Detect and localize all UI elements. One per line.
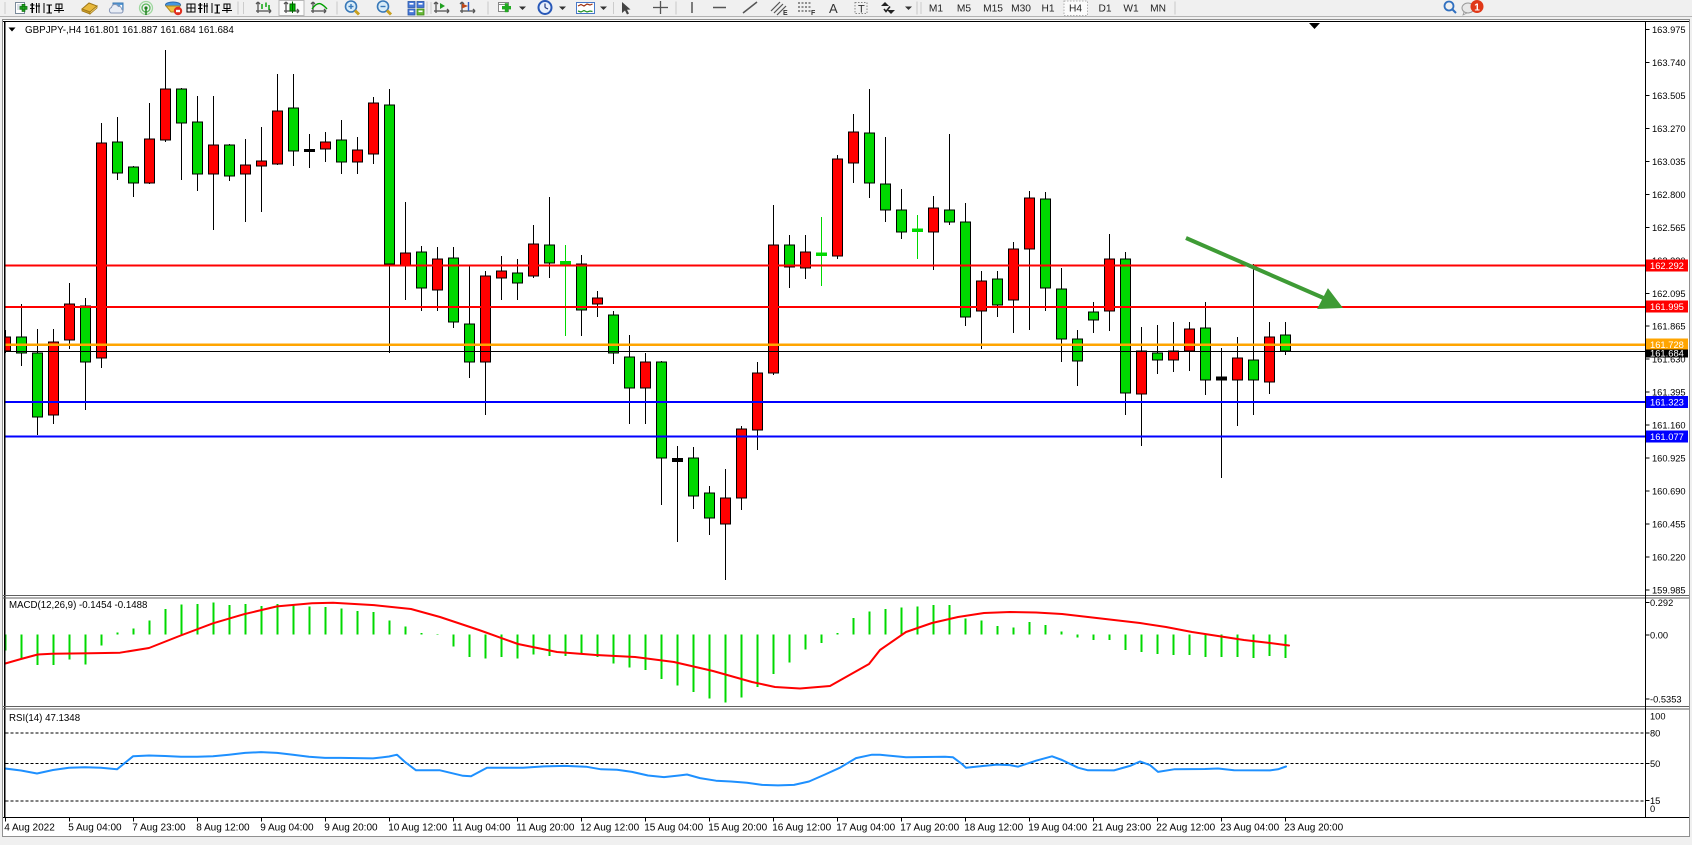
svg-text:160.220: 160.220: [1652, 552, 1686, 562]
svg-text:161.160: 161.160: [1652, 420, 1686, 430]
svg-text:4 Aug 2022: 4 Aug 2022: [4, 823, 55, 834]
svg-text:162.292: 162.292: [1650, 260, 1684, 271]
svg-text:162.095: 162.095: [1652, 289, 1686, 299]
svg-text:161.630: 161.630: [1652, 354, 1686, 364]
svg-text:1: 1: [1474, 3, 1480, 14]
svg-text:H1: H1: [1041, 4, 1054, 15]
svg-text:8 Aug 12:00: 8 Aug 12:00: [196, 823, 250, 834]
svg-text:23 Aug 20:00: 23 Aug 20:00: [1284, 823, 1343, 834]
svg-text:15: 15: [1650, 796, 1660, 806]
svg-text:5 Aug 04:00: 5 Aug 04:00: [68, 823, 122, 834]
svg-text:0: 0: [1650, 804, 1655, 814]
svg-text:80: 80: [1650, 729, 1660, 739]
svg-text:9 Aug 20:00: 9 Aug 20:00: [324, 823, 378, 834]
svg-text:163.740: 163.740: [1652, 58, 1686, 68]
svg-text:A: A: [829, 1, 838, 16]
svg-text:21 Aug 23:00: 21 Aug 23:00: [1092, 823, 1151, 834]
svg-text:161.395: 161.395: [1652, 387, 1686, 397]
svg-text:160.690: 160.690: [1652, 486, 1686, 496]
svg-text:T: T: [858, 4, 865, 16]
svg-text:D1: D1: [1098, 4, 1111, 15]
svg-text:161.684: 161.684: [1650, 348, 1684, 359]
svg-text:162.565: 162.565: [1652, 223, 1686, 233]
svg-text:163.505: 163.505: [1652, 91, 1686, 101]
svg-text:161.077: 161.077: [1650, 431, 1684, 442]
svg-text:M1: M1: [929, 4, 943, 15]
svg-text:162.800: 162.800: [1652, 190, 1686, 200]
svg-text:10 Aug 12:00: 10 Aug 12:00: [388, 823, 447, 834]
svg-text:17 Aug 04:00: 17 Aug 04:00: [836, 823, 895, 834]
svg-text:E: E: [783, 10, 788, 17]
svg-text:11 Aug 04:00: 11 Aug 04:00: [452, 823, 511, 834]
svg-text:163.035: 163.035: [1652, 157, 1686, 167]
svg-text:160.455: 160.455: [1652, 519, 1686, 529]
svg-text:MN: MN: [1150, 4, 1166, 15]
svg-text:7 Aug 23:00: 7 Aug 23:00: [132, 823, 186, 834]
svg-text:161.323: 161.323: [1650, 397, 1684, 408]
svg-text:18 Aug 12:00: 18 Aug 12:00: [964, 823, 1023, 834]
svg-text:11 Aug 20:00: 11 Aug 20:00: [516, 823, 575, 834]
svg-text:MACD(12,26,9) -0.1454 -0.1488: MACD(12,26,9) -0.1454 -0.1488: [9, 600, 147, 611]
svg-text:161.728: 161.728: [1650, 339, 1684, 350]
svg-text:160.925: 160.925: [1652, 453, 1686, 463]
svg-text:0.292: 0.292: [1650, 598, 1673, 608]
svg-text:GBPJPY-,H4 161.801 161.887 16: GBPJPY-,H4 161.801 161.887 161.684 161.6…: [25, 25, 234, 36]
svg-text:100: 100: [1650, 712, 1666, 722]
svg-text:17 Aug 20:00: 17 Aug 20:00: [900, 823, 959, 834]
svg-text:15 Aug 20:00: 15 Aug 20:00: [708, 823, 767, 834]
svg-text:M30: M30: [1011, 4, 1031, 15]
svg-text:F: F: [811, 10, 816, 17]
svg-text:M15: M15: [983, 4, 1003, 15]
svg-text:23 Aug 04:00: 23 Aug 04:00: [1220, 823, 1279, 834]
svg-text:161.995: 161.995: [1650, 301, 1684, 312]
svg-text:9 Aug 04:00: 9 Aug 04:00: [260, 823, 314, 834]
svg-text:M5: M5: [957, 4, 971, 15]
svg-text:22 Aug 12:00: 22 Aug 12:00: [1156, 823, 1215, 834]
svg-text:12 Aug 12:00: 12 Aug 12:00: [580, 823, 639, 834]
svg-text:H4: H4: [1069, 4, 1082, 15]
svg-text:0.00: 0.00: [1650, 631, 1668, 641]
svg-text:RSI(14) 47.1348: RSI(14) 47.1348: [9, 713, 80, 724]
svg-text:163.270: 163.270: [1652, 124, 1686, 134]
svg-text:19 Aug 04:00: 19 Aug 04:00: [1028, 823, 1087, 834]
svg-text:159.985: 159.985: [1652, 585, 1686, 595]
svg-text:161.865: 161.865: [1652, 321, 1686, 331]
svg-text:163.975: 163.975: [1652, 25, 1686, 35]
svg-text:15 Aug 04:00: 15 Aug 04:00: [644, 823, 703, 834]
svg-text:-0.5353: -0.5353: [1650, 695, 1682, 705]
svg-text:W1: W1: [1123, 4, 1139, 15]
svg-text:16 Aug 12:00: 16 Aug 12:00: [772, 823, 831, 834]
svg-text:50: 50: [1650, 759, 1660, 769]
